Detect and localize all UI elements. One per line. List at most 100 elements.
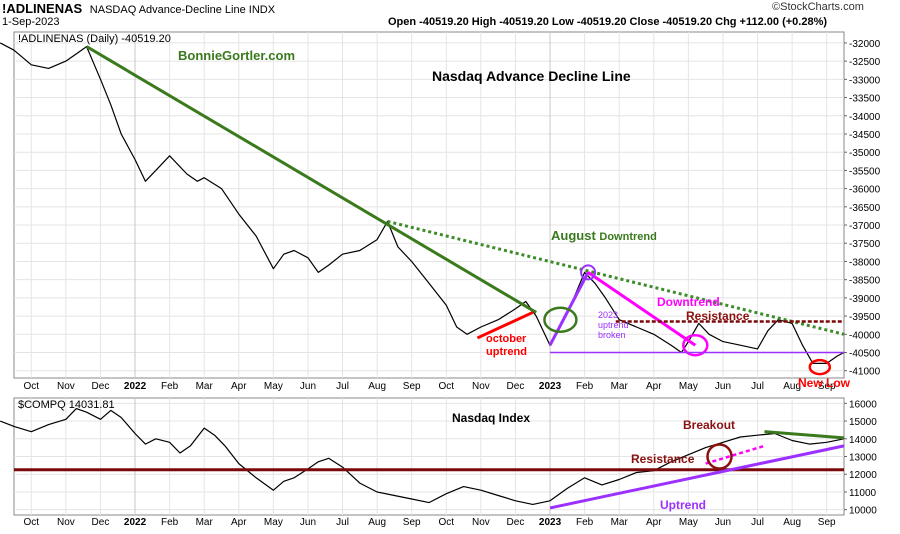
y-tick-label: -33000: [849, 75, 881, 86]
x-tick-label: Feb: [161, 381, 179, 392]
y-tick-label: -36000: [849, 185, 881, 196]
x-tick-label: Jun: [300, 381, 316, 392]
break-circle: [543, 306, 578, 333]
x-tick-label: Dec: [92, 517, 110, 528]
watermark: BonnieGortler.com: [178, 48, 295, 63]
x-tick-label: Nov: [57, 381, 75, 392]
y-tick-label: -34000: [849, 112, 881, 123]
annotation-breakout: Breakout: [683, 418, 735, 432]
y-tick-label: 12000: [849, 470, 877, 481]
y-tick-label: -38500: [849, 276, 881, 287]
x-tick-label: Mar: [196, 517, 214, 528]
x-tick-label: Sep: [818, 517, 836, 528]
low-circle: [682, 333, 709, 357]
y-tick-label: -36500: [849, 203, 881, 214]
x-tick-label: 2023: [539, 381, 562, 392]
y-tick-label: -37500: [849, 239, 881, 250]
x-tick-label: 2022: [124, 381, 147, 392]
x-tick-label: Jul: [751, 381, 764, 392]
y-tick-label: -37000: [849, 221, 881, 232]
peak-circle: [580, 264, 597, 281]
x-tick-label: Apr: [231, 517, 247, 528]
x-tick-label: 2022: [124, 517, 147, 528]
y-tick-label: 11000: [849, 488, 877, 499]
symbol: !ADLINENAS: [2, 1, 83, 16]
x-tick-label: Nov: [472, 381, 490, 392]
y-tick-label: -41000: [849, 367, 881, 378]
x-tick-label: Jul: [336, 381, 349, 392]
y-tick-label: -39500: [849, 312, 881, 323]
annotation-august-downtrend-word: Downtrend: [599, 231, 656, 243]
y-tick-label: 13000: [849, 453, 877, 464]
annotation-resistance: Resistance: [686, 309, 750, 323]
y-tick-label: 10000: [849, 506, 877, 517]
x-tick-label: May: [264, 381, 283, 392]
x-tick-label: Apr: [646, 517, 662, 528]
x-tick-label: Mar: [611, 381, 629, 392]
y-tick-label: -32500: [849, 57, 881, 68]
x-tick-label: Aug: [368, 517, 386, 528]
x-tick-label: May: [264, 517, 283, 528]
y-tick-label: -34500: [849, 130, 881, 141]
x-tick-label: Mar: [196, 381, 214, 392]
x-tick-label: Aug: [368, 381, 386, 392]
x-tick-label: Jun: [715, 517, 731, 528]
series-line-ad-line: [0, 42, 845, 364]
y-tick-label: 14000: [849, 435, 877, 446]
x-tick-label: Sep: [403, 517, 421, 528]
y-tick-label: -35000: [849, 148, 881, 159]
x-tick-label: Oct: [439, 381, 455, 392]
annotation-downtrend: Downtrend: [657, 295, 720, 309]
x-tick-label: Apr: [646, 381, 662, 392]
y-tick-label: -33500: [849, 94, 881, 105]
y-tick-label: 16000: [849, 399, 877, 410]
legend-compq: $COMPQ 14031.81: [18, 399, 115, 411]
annotation-october-uptrend: uptrend: [486, 346, 527, 358]
ohlc-readout: Open -40519.20 High -40519.20 Low -40519…: [388, 16, 828, 28]
y-tick-label: 15000: [849, 417, 877, 428]
panel-frame-ad-line: [13, 31, 845, 379]
x-tick-label: May: [679, 381, 698, 392]
annotation-uptrend-2023-l2: uptrend: [598, 320, 629, 330]
index-uptrend-line: [549, 444, 845, 510]
x-tick-label: Mar: [611, 517, 629, 528]
x-tick-label: Jul: [336, 517, 349, 528]
x-tick-label: Feb: [576, 381, 594, 392]
index-pink-dotted-line: [705, 444, 765, 465]
y-tick-label: -32000: [849, 39, 881, 50]
x-tick-label: May: [679, 517, 698, 528]
x-tick-label: Nov: [57, 517, 75, 528]
annotation-august-downtrend: August Downtrend: [551, 228, 657, 243]
y-tick-label: -40500: [849, 349, 881, 360]
x-tick-label: Apr: [231, 381, 247, 392]
x-tick-label: Feb: [576, 517, 594, 528]
new-low-circle: [808, 358, 832, 376]
annotation-index-resistance: Resistance: [631, 452, 695, 466]
symbol-description: NASDAQ Advance-Decline Line INDX: [89, 4, 276, 16]
x-tick-label: Oct: [439, 517, 455, 528]
annotation-uptrend-2023-l1: 2023: [598, 310, 618, 320]
x-tick-label: Dec: [507, 517, 525, 528]
long-downtrend-line: [85, 45, 537, 314]
series-line-compq: [0, 408, 845, 505]
y-tick-label: -35500: [849, 166, 881, 177]
x-tick-label: Oct: [24, 517, 40, 528]
y-tick-label: -38000: [849, 257, 881, 268]
x-tick-label: Feb: [161, 517, 179, 528]
downtrend-line: [587, 271, 697, 347]
annotation-index-uptrend: Uptrend: [660, 498, 706, 512]
x-tick-label: Dec: [507, 381, 525, 392]
x-tick-label: Oct: [24, 381, 40, 392]
annotation-october: october: [486, 333, 527, 345]
x-tick-label: 2023: [539, 517, 562, 528]
symbol-title: !ADLINENAS NASDAQ Advance-Decline Line I…: [2, 1, 275, 16]
index-green-line: [764, 430, 845, 440]
x-tick-label: Jun: [300, 517, 316, 528]
august-downtrend-dotted-line: [387, 219, 845, 336]
x-tick-label: Nov: [472, 517, 490, 528]
annotation-new-low: New Low: [798, 376, 851, 390]
legend-ad-line: !ADLINENAS (Daily) -40519.20: [18, 33, 171, 45]
x-tick-label: Sep: [818, 381, 836, 392]
brand-logo: ©StockCharts.com: [772, 1, 864, 13]
